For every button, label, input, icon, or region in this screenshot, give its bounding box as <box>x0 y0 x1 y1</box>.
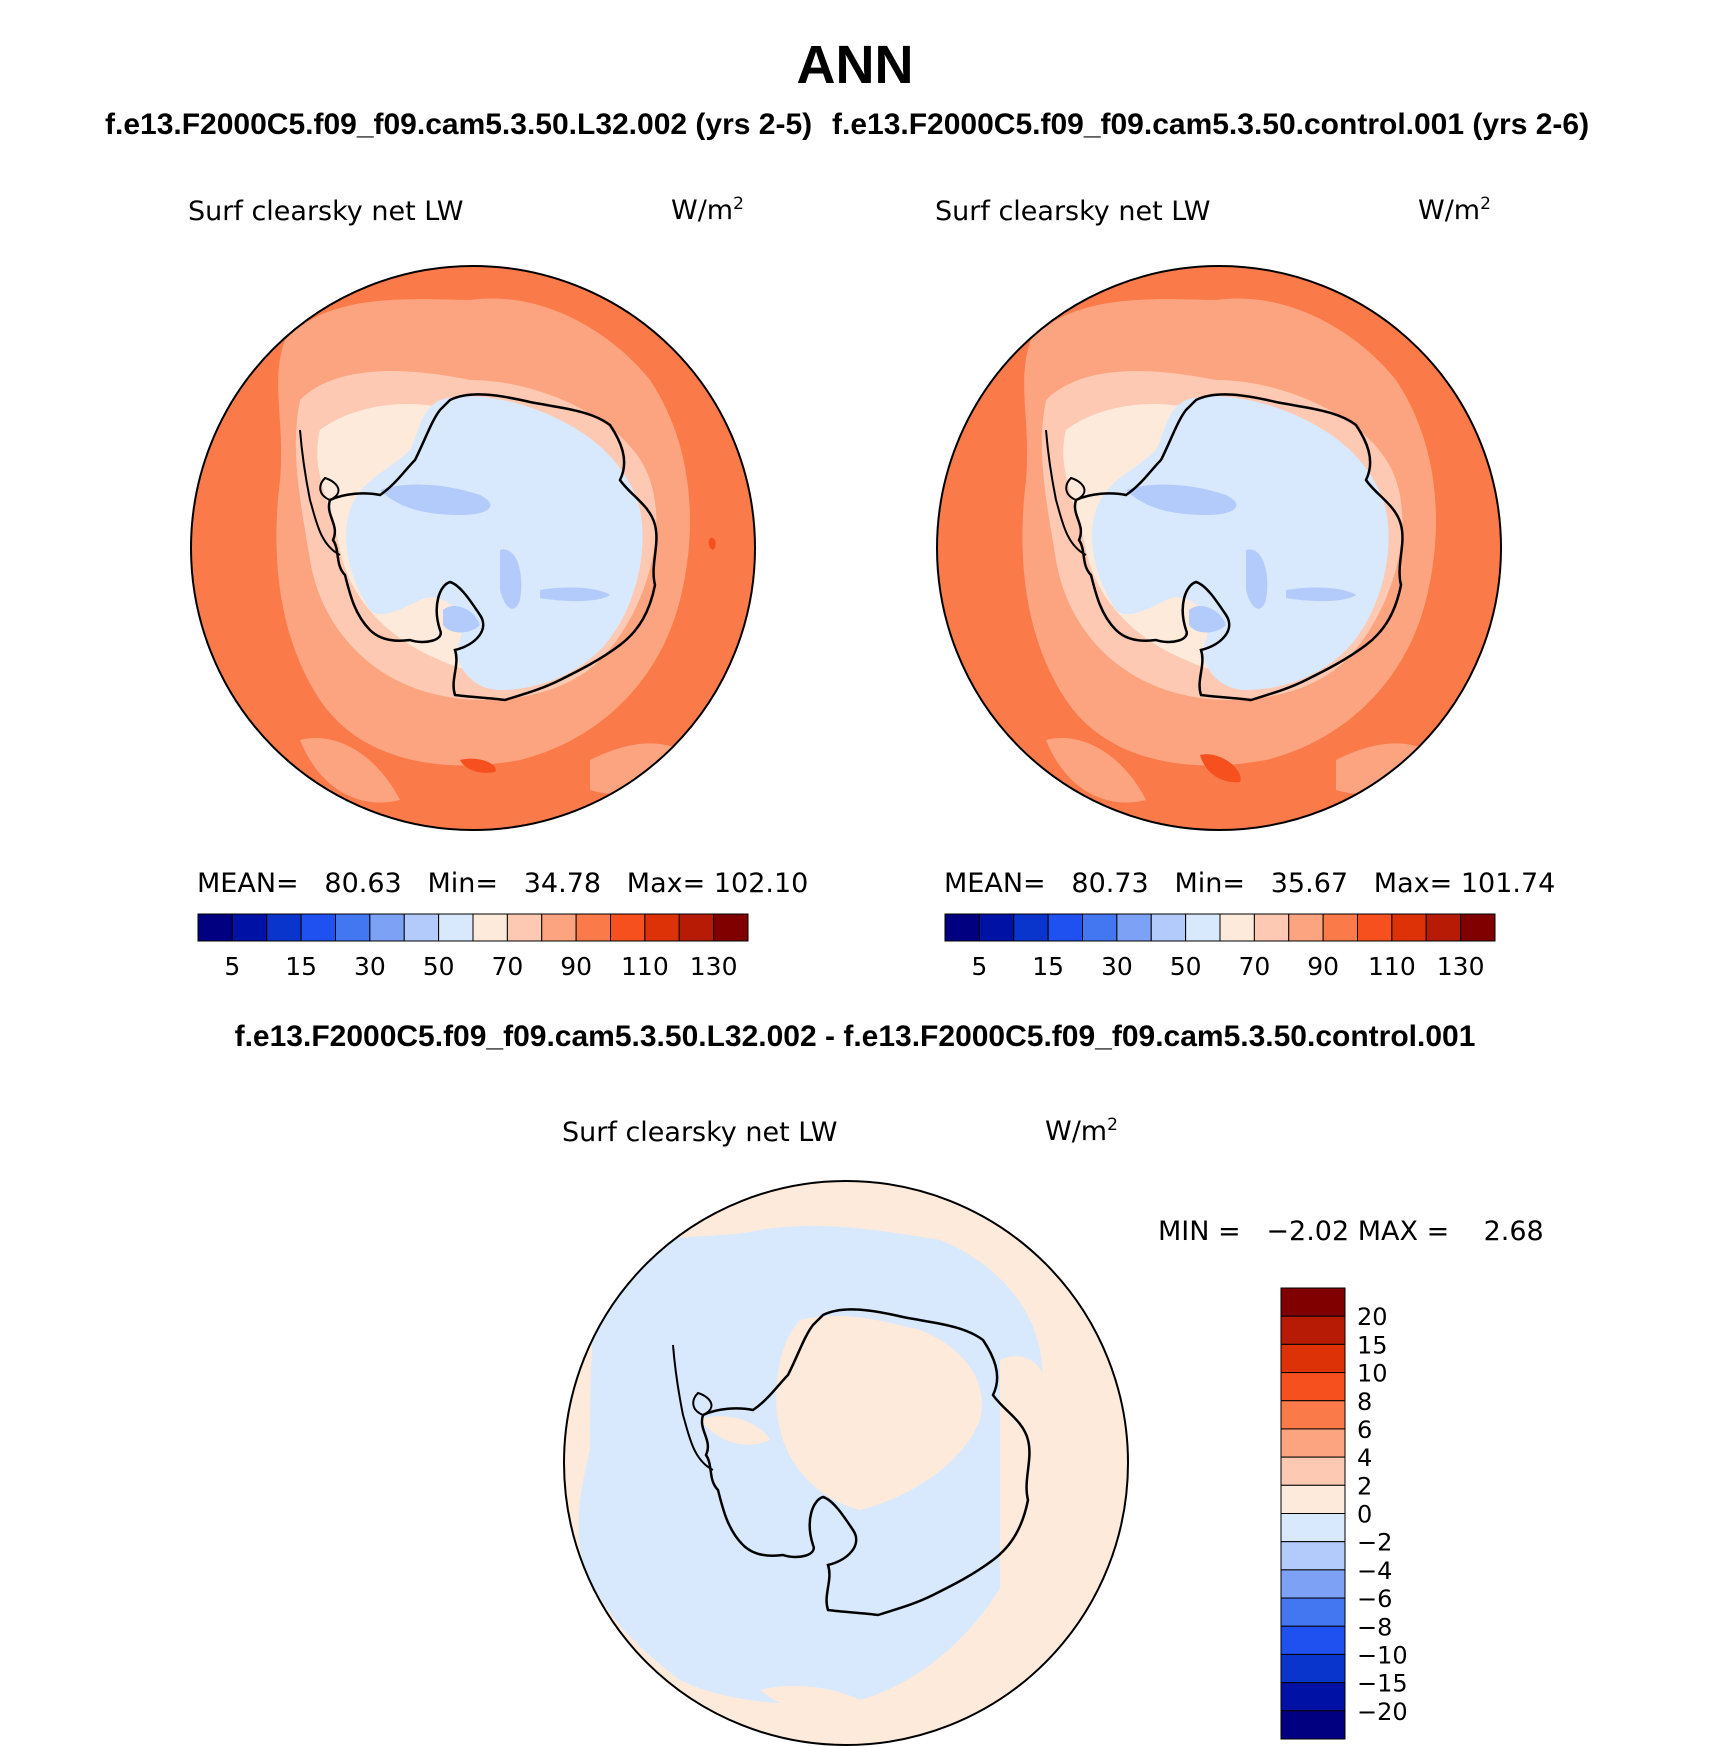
map-right <box>936 265 1502 831</box>
diff-colorbar-tick-label: −4 <box>1357 1557 1392 1585</box>
diff-colorbar-swatch <box>1280 1372 1346 1402</box>
diff-colorbar-swatch <box>1280 1456 1346 1486</box>
colorbar-swatch <box>1219 913 1255 942</box>
colorbar-tick-label: 30 <box>1101 952 1133 981</box>
colorbar-swatch <box>335 913 371 942</box>
colorbar-swatch <box>1425 913 1462 942</box>
colorbar-tick-label: 50 <box>423 952 455 981</box>
diff-colorbar-tick-label: 20 <box>1357 1303 1388 1331</box>
colorbar-swatch <box>1460 913 1496 942</box>
colorbar-tick-label: 15 <box>285 952 317 981</box>
diff-colorbar-swatch <box>1280 1625 1346 1655</box>
diff-colorbar-tick-label: −15 <box>1357 1670 1408 1698</box>
stats-left: MEAN= 80.63 Min= 34.78 Max= 102.10 <box>197 868 809 899</box>
colorbar-swatch <box>266 913 302 942</box>
colorbar-swatch <box>610 913 646 942</box>
diff-colorbar-swatch <box>1280 1653 1346 1684</box>
colorbar-tick-label: 70 <box>491 952 523 981</box>
colorbar-tick-label: 110 <box>621 952 669 981</box>
colorbar-swatch <box>403 913 440 942</box>
var-label-diff: Surf clearsky net LW <box>562 1117 838 1148</box>
colorbar-swatch <box>1391 913 1427 942</box>
units-right: W/m2 <box>1418 194 1491 226</box>
diff-colorbar-tick-label: 10 <box>1357 1360 1388 1388</box>
colorbar-swatch <box>644 913 680 942</box>
diff-colorbar-swatch <box>1280 1315 1346 1345</box>
colorbar-tick-label: 5 <box>224 952 240 981</box>
colorbar-tick-label: 5 <box>971 952 987 981</box>
diff-colorbar-swatch <box>1280 1710 1346 1740</box>
colorbar-tick-label: 90 <box>560 952 592 981</box>
case-title-left: f.e13.F2000C5.f09_f09.cam5.3.50.L32.002 … <box>105 108 813 141</box>
diff-colorbar-tick-label: 2 <box>1357 1472 1372 1500</box>
colorbar-swatch <box>506 913 543 942</box>
colorbar-right: 5 15 30 50 70 90 110 130 <box>944 913 1496 981</box>
colorbar-tick-label: 110 <box>1368 952 1416 981</box>
colorbar-swatch <box>1082 913 1118 942</box>
units-left: W/m2 <box>671 194 744 226</box>
colorbar-left: 5 15 30 50 70 90 110 130 <box>197 913 749 981</box>
colorbar-tick-label: 70 <box>1238 952 1270 981</box>
var-label-left: Surf clearsky net LW <box>188 196 464 227</box>
colorbar-swatch <box>541 913 577 942</box>
case-title-right: f.e13.F2000C5.f09_f09.cam5.3.50.control.… <box>832 108 1590 141</box>
diff-colorbar-tick-label: 4 <box>1357 1444 1372 1472</box>
colorbar-swatch <box>1322 913 1358 942</box>
colorbar-swatch <box>944 913 980 942</box>
colorbar-tick-label: 90 <box>1307 952 1339 981</box>
colorbar-swatch <box>197 913 233 942</box>
main-title: ANN <box>796 35 914 95</box>
colorbar-swatch <box>1116 913 1152 942</box>
diff-colorbar-swatch <box>1280 1513 1346 1543</box>
colorbar-swatch <box>1150 913 1187 942</box>
diff-colorbar-swatch <box>1280 1569 1346 1599</box>
diff-colorbar-tick-label: 8 <box>1357 1388 1372 1416</box>
colorbar-tick-label: 50 <box>1170 952 1202 981</box>
colorbar-swatch <box>678 913 715 942</box>
diff-colorbar-swatch <box>1280 1484 1346 1514</box>
colorbar-swatch <box>1047 913 1083 942</box>
stats-diff: MIN = −2.02 MAX = 2.68 <box>1158 1216 1544 1247</box>
diff-colorbar-tick-label: 15 <box>1357 1331 1388 1359</box>
diff-colorbar-tick-label: 0 <box>1357 1501 1372 1529</box>
diff-colorbar-tick-label: −6 <box>1357 1585 1392 1613</box>
diff-colorbar-swatch <box>1280 1343 1346 1374</box>
colorbar-swatch <box>472 913 508 942</box>
colorbar-swatch <box>713 913 749 942</box>
diff-colorbar-swatch <box>1280 1597 1346 1627</box>
colorbar-swatch <box>575 913 611 942</box>
diff-colorbar-tick-label: −8 <box>1357 1613 1392 1641</box>
colorbar-swatch <box>300 913 336 942</box>
diff-colorbar-tick-label: −10 <box>1357 1641 1408 1669</box>
var-label-right: Surf clearsky net LW <box>935 196 1211 227</box>
colorbar-swatch <box>438 913 474 942</box>
diff-colorbar-tick-label: −2 <box>1357 1529 1392 1557</box>
diff-colorbar-swatch <box>1280 1287 1346 1317</box>
colorbar-swatch <box>231 913 268 942</box>
diff-colorbar-swatch <box>1280 1400 1346 1430</box>
colorbar-swatch <box>369 913 405 942</box>
stats-right: MEAN= 80.73 Min= 35.67 Max= 101.74 <box>944 868 1556 899</box>
diff-colorbar-tick-label: −20 <box>1357 1698 1408 1726</box>
colorbar-swatch <box>1357 913 1393 942</box>
units-diff: W/m2 <box>1045 1115 1118 1147</box>
colorbar-swatch <box>1253 913 1290 942</box>
colorbar-swatch <box>1288 913 1324 942</box>
diff-colorbar-swatch <box>1280 1682 1346 1712</box>
map-diff <box>563 1180 1129 1746</box>
colorbar-tick-label: 130 <box>1437 952 1485 981</box>
diff-colorbar-tick-label: 6 <box>1357 1416 1372 1444</box>
colorbar-tick-label: 15 <box>1032 952 1064 981</box>
colorbar-swatch <box>1013 913 1049 942</box>
diff-title: f.e13.F2000C5.f09_f09.cam5.3.50.L32.002 … <box>234 1020 1476 1053</box>
map-left <box>190 265 756 831</box>
colorbar-swatch <box>1185 913 1221 942</box>
colorbar-swatch <box>978 913 1015 942</box>
diff-colorbar-swatch <box>1280 1428 1346 1458</box>
colorbar-tick-label: 130 <box>690 952 738 981</box>
colorbar-tick-label: 30 <box>354 952 386 981</box>
diff-colorbar-swatch <box>1280 1541 1346 1571</box>
